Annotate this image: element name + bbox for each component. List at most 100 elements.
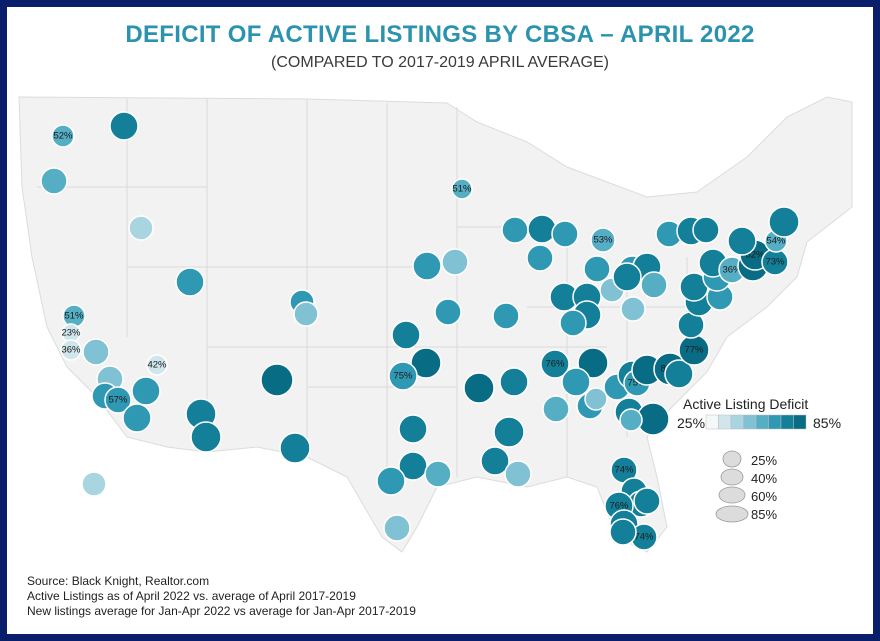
cbsa-bubble bbox=[620, 296, 646, 322]
cbsa-bubble-label: 23% bbox=[61, 328, 81, 339]
infographic-frame: DEFICIT OF ACTIVE LISTINGS BY CBSA – APR… bbox=[7, 7, 873, 634]
cbsa-bubble bbox=[410, 347, 442, 379]
cbsa-bubble bbox=[104, 386, 132, 414]
size-legend-circle bbox=[722, 450, 742, 468]
cbsa-bubble bbox=[441, 248, 469, 276]
cbsa-bubble-label: 76% bbox=[545, 359, 565, 370]
cbsa-bubble-label: 51% bbox=[64, 311, 84, 322]
cbsa-bubble-label: 36% bbox=[61, 345, 81, 356]
cbsa-bubble bbox=[51, 124, 75, 148]
color-legend-swatch bbox=[743, 414, 757, 430]
size-legend-label-60: 60% bbox=[751, 489, 778, 504]
cbsa-bubble bbox=[82, 338, 110, 366]
cbsa-bubble bbox=[727, 226, 757, 256]
cbsa-bubble bbox=[424, 460, 452, 488]
cbsa-bubble bbox=[40, 167, 68, 195]
color-legend-swatch bbox=[730, 414, 744, 430]
cbsa-bubble-label: 74% bbox=[634, 532, 654, 543]
cbsa-bubble-label: 82% bbox=[745, 250, 765, 261]
cbsa-bubble bbox=[480, 446, 510, 476]
cbsa-bubble bbox=[293, 301, 319, 327]
cbsa-bubble bbox=[122, 403, 152, 433]
cbsa-bubble bbox=[146, 354, 168, 376]
color-legend-ramp bbox=[705, 414, 807, 430]
source-notes: Source: Black Knight, Realtor.com Active… bbox=[27, 574, 416, 619]
cbsa-bubble bbox=[501, 216, 529, 244]
cbsa-bubble-label: 74% bbox=[614, 465, 634, 476]
cbsa-bubble-label: 51% bbox=[452, 184, 472, 195]
cbsa-bubble bbox=[109, 111, 139, 141]
color-legend-high: 85% bbox=[813, 415, 842, 431]
cbsa-bubble bbox=[412, 251, 442, 281]
source-line-2: Active Listings as of April 2022 vs. ave… bbox=[27, 589, 356, 603]
cbsa-bubble bbox=[499, 367, 529, 397]
color-legend-swatch bbox=[718, 414, 732, 430]
cbsa-bubble bbox=[609, 518, 637, 546]
cbsa-bubble bbox=[81, 471, 107, 497]
cbsa-bubble bbox=[279, 432, 311, 464]
color-legend-swatch bbox=[793, 414, 807, 430]
cbsa-bubble bbox=[398, 414, 428, 444]
size-legend-circle bbox=[715, 505, 749, 523]
cbsa-bubble bbox=[584, 387, 608, 411]
cbsa-bubble-label: 36% bbox=[722, 265, 742, 276]
cbsa-bubble bbox=[577, 347, 609, 379]
cbsa-bubble bbox=[434, 298, 462, 326]
us-landmass bbox=[18, 96, 853, 553]
color-legend-low: 25% bbox=[677, 415, 706, 431]
chart-subtitle: (COMPARED TO 2017-2019 APRIL AVERAGE) bbox=[271, 54, 609, 71]
size-legend-circles bbox=[715, 450, 749, 523]
color-legend-swatch bbox=[705, 414, 719, 430]
cbsa-bubble-label: 75% bbox=[627, 378, 647, 389]
cbsa-bubble bbox=[175, 267, 205, 297]
color-legend-title: Active Listing Deficit bbox=[683, 396, 809, 412]
chart-title: DEFICIT OF ACTIVE LISTINGS BY CBSA – APR… bbox=[125, 21, 755, 48]
cbsa-bubble bbox=[388, 361, 418, 391]
cbsa-bubble bbox=[131, 376, 161, 406]
cbsa-bubble-label: 77% bbox=[684, 345, 704, 356]
cbsa-bubble bbox=[383, 514, 411, 542]
color-legend-swatch bbox=[768, 414, 782, 430]
cbsa-bubble-label: 75% bbox=[393, 371, 413, 382]
cbsa-bubble bbox=[60, 339, 82, 361]
cbsa-bubble bbox=[633, 487, 661, 515]
cbsa-bubble bbox=[583, 255, 611, 283]
size-legend-circle bbox=[720, 468, 744, 486]
source-line-3: New listings average for Jan-Apr 2022 vs… bbox=[27, 604, 416, 618]
size-legend-label-85: 85% bbox=[751, 507, 778, 522]
cbsa-bubble-label: 54% bbox=[766, 236, 786, 247]
cbsa-bubble bbox=[664, 359, 694, 389]
cbsa-bubble bbox=[542, 395, 570, 423]
cbsa-bubble-label: 57% bbox=[108, 395, 128, 406]
cbsa-bubble bbox=[463, 372, 495, 404]
source-line-1: Source: Black Knight, Realtor.com bbox=[27, 574, 210, 588]
cbsa-bubble-label: 42% bbox=[147, 360, 167, 371]
cbsa-bubble bbox=[190, 421, 222, 453]
cbsa-bubble bbox=[128, 215, 154, 241]
cbsa-bubble bbox=[561, 367, 591, 397]
cbsa-bubble bbox=[692, 216, 720, 244]
cbsa-bubble bbox=[590, 227, 616, 253]
cbsa-bubble bbox=[504, 460, 532, 488]
size-legend-label-40: 40% bbox=[751, 471, 778, 486]
cbsa-bubble bbox=[493, 416, 525, 448]
cbsa-bubble bbox=[540, 349, 570, 379]
cbsa-bubble bbox=[619, 408, 643, 432]
color-legend-swatch bbox=[755, 414, 769, 430]
cbsa-bubble bbox=[526, 244, 554, 272]
cbsa-bubble bbox=[612, 262, 642, 292]
size-legend-circle bbox=[718, 486, 746, 504]
cbsa-bubble bbox=[640, 271, 668, 299]
cbsa-bubble bbox=[376, 466, 406, 496]
cbsa-bubble-label: 52% bbox=[53, 131, 73, 142]
cbsa-bubble bbox=[768, 206, 800, 238]
cbsa-bubble-label: 76% bbox=[609, 501, 629, 512]
cbsa-bubbles: 52%51%51%23%36%42%57%75%53%76%75%83%77%3… bbox=[40, 111, 800, 551]
cbsa-bubble bbox=[527, 214, 557, 244]
us-map: 52%51%51%23%36%42%57%75%53%76%75%83%77%3… bbox=[18, 96, 853, 553]
cbsa-bubble bbox=[391, 320, 421, 350]
cbsa-bubble bbox=[451, 178, 473, 200]
cbsa-bubble bbox=[492, 302, 520, 330]
cbsa-bubble bbox=[551, 220, 579, 248]
cbsa-bubble bbox=[559, 309, 587, 337]
